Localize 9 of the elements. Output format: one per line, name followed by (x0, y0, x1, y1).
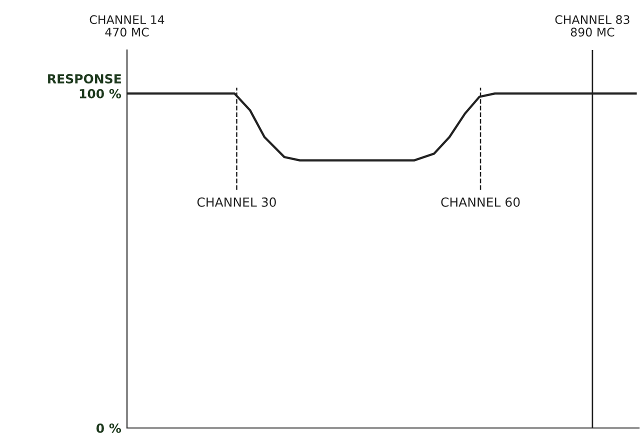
ref-line-label: CHANNEL 60 (441, 197, 520, 207)
ref-line-label: CHANNEL 30 (197, 197, 276, 207)
y-tick-label: 0 % (96, 423, 122, 433)
text: CHANNEL 83 (555, 15, 630, 24)
x-tick-label: 890 MC (570, 28, 614, 37)
y-tick-label: 100 % (80, 88, 122, 98)
text: CHANNEL 14 (90, 15, 164, 24)
x-tick-label: 470 MC (105, 28, 149, 37)
y-axis-title: RESPONSE (48, 74, 121, 84)
